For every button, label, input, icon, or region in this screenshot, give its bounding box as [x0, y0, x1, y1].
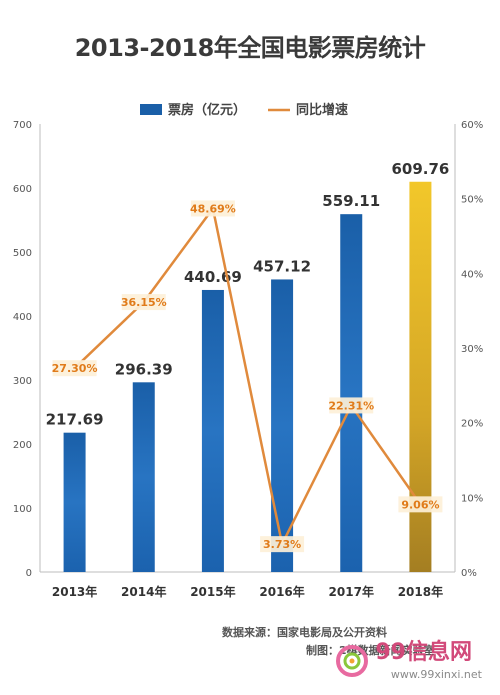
bar-value-label: 559.11 [322, 192, 380, 210]
chart-title: 2013-2018年全国电影票房统计 [74, 34, 426, 62]
growth-value-label: 3.73% [263, 538, 301, 551]
growth-label-bg [329, 397, 374, 414]
growth-value-label: 48.69% [190, 202, 236, 215]
watermark-brand: 99信息网 [375, 640, 472, 665]
chart-legend: 票房（亿元） 同比增速 [140, 102, 348, 118]
right-axis-tick-label: 40% [461, 269, 483, 280]
growth-line [73, 207, 422, 546]
swirl-logo-icon [336, 645, 368, 677]
x-axis-tick-label: 2018年 [398, 584, 443, 599]
growth-value-label: 27.30% [52, 362, 98, 375]
left-axis-tick-label: 100 [13, 504, 32, 515]
watermark: 99信息网 www.99xinxi.net [334, 640, 494, 689]
bar-value-label: 217.69 [46, 411, 104, 429]
right-axis-tick-label: 0% [461, 568, 477, 579]
left-axis-tick-label: 700 [13, 120, 32, 131]
left-axis-tick-label: 400 [13, 312, 32, 323]
bar [132, 382, 155, 572]
growth-value-label: 22.31% [328, 399, 374, 412]
data-source-note: 数据来源：国家电影局及公开资料 [222, 626, 387, 639]
bar-value-label: 296.39 [115, 360, 173, 378]
growth-value-label: 9.06% [401, 498, 439, 511]
growth-label-bg [190, 200, 235, 217]
box-office-chart: 票房（亿元） 同比增速 0 100 200 300 400 500 600 700 0% 10% 20… [13, 102, 483, 599]
growth-value-label: 36.15% [121, 296, 167, 309]
legend-bar-label: 票房（亿元） [168, 102, 246, 118]
bar [201, 289, 224, 572]
legend-bar-swatch [140, 104, 162, 115]
bar [271, 279, 294, 572]
watermark-url: www.99xinxi.net [390, 668, 482, 681]
left-axis-tick-label: 0 [26, 568, 32, 579]
x-axis-tick-label: 2015年 [190, 584, 235, 599]
bar-value-label: 609.76 [391, 160, 449, 178]
growth-label-bg [121, 294, 166, 311]
left-axis-tick-label: 500 [13, 248, 32, 259]
left-axis-tick-label: 200 [13, 440, 32, 451]
right-axis-tick-label: 20% [461, 419, 483, 430]
left-axis-tick-label: 300 [13, 376, 32, 387]
x-axis-tick-label: 2013年 [52, 584, 97, 599]
right-axis-tick-label: 50% [461, 195, 483, 206]
legend-line-label: 同比增速 [296, 102, 348, 118]
bar [340, 214, 363, 572]
right-axis-tick-label: 30% [461, 344, 483, 355]
x-axis-tick-label: 2014年 [121, 584, 166, 599]
x-axis-tick-label: 2016年 [259, 584, 304, 599]
x-axis-tick-label: 2017年 [329, 584, 374, 599]
growth-label-bg [398, 496, 443, 513]
right-axis-tick-label: 60% [461, 120, 483, 131]
growth-label-bg [260, 536, 305, 553]
bar-value-label: 440.69 [184, 268, 242, 286]
growth-label-bg [52, 360, 97, 377]
bar-highlight [409, 181, 432, 572]
bar [63, 432, 86, 572]
bar-value-label: 457.12 [253, 257, 311, 275]
right-axis-tick-label: 10% [461, 493, 483, 504]
left-axis-tick-label: 600 [13, 184, 32, 195]
